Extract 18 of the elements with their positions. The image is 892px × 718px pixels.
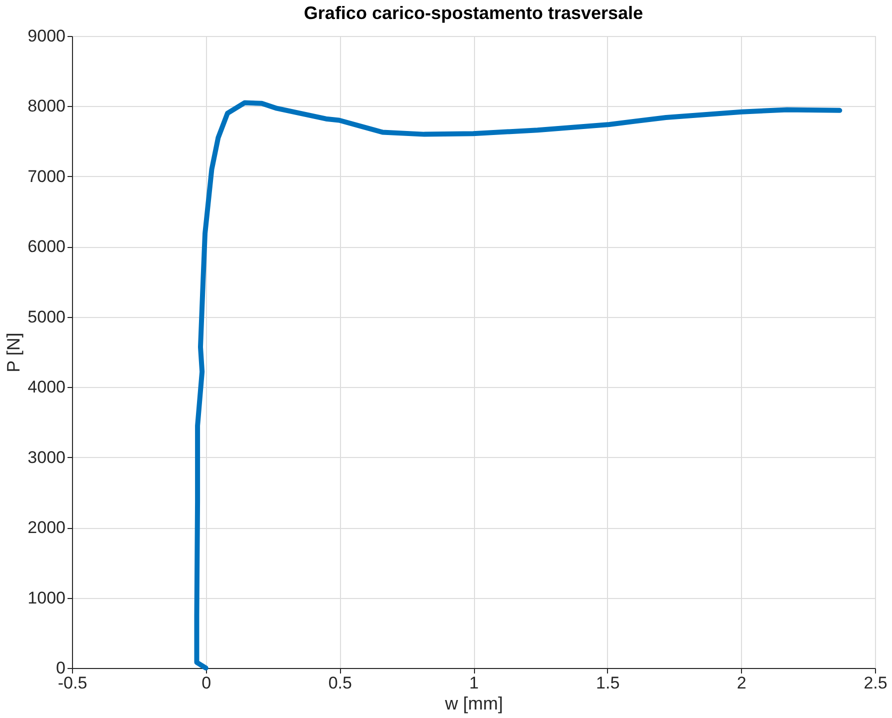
y-tick-label: 4000: [28, 378, 66, 397]
x-tick-label: 2.5: [864, 674, 888, 692]
x-tick-label: 1.5: [596, 674, 620, 692]
x-tick-label: 2: [736, 674, 746, 692]
y-tick-label: 9000: [28, 26, 66, 46]
chart-title: Grafico carico-spostamento trasversale: [304, 3, 644, 23]
y-tick-label: 1000: [28, 588, 66, 608]
x-axis-title: w [mm]: [444, 694, 503, 714]
y-tick-label: 8000: [28, 96, 66, 116]
x-tick-label: 0: [202, 674, 212, 692]
y-tick-label: 7000: [28, 166, 66, 186]
y-tick-label: 3000: [28, 448, 66, 467]
x-tick-label: 0.5: [328, 674, 352, 692]
y-tick-label: 5000: [28, 307, 66, 326]
x-tick-label: 1: [469, 674, 479, 692]
y-tick-label: 2000: [28, 518, 66, 538]
y-axis-title: P [N]: [4, 332, 24, 372]
y-tick-label: 6000: [28, 237, 66, 256]
